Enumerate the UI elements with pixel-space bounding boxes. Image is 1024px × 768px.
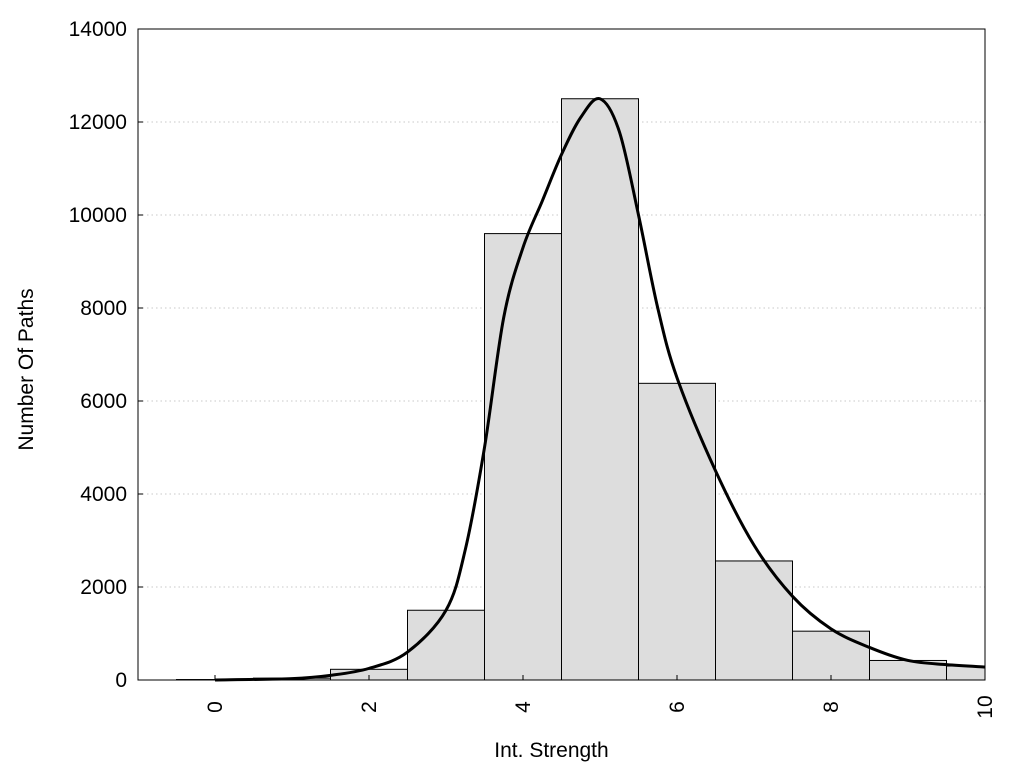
y-tick-label: 10000 [69, 204, 127, 227]
bars [176, 98, 986, 681]
y-tick-label: 12000 [69, 111, 127, 134]
x-tick-label: 10 [974, 695, 997, 718]
histogram-bar [484, 233, 562, 681]
y-tick-label: 6000 [80, 390, 127, 413]
x-tick-label: 6 [666, 701, 689, 713]
y-tick-label: 8000 [80, 297, 127, 320]
curve [214, 97, 986, 682]
density-curve [214, 97, 986, 682]
x-tick-label: 0 [204, 701, 227, 713]
histogram-bar [715, 560, 793, 681]
x-tick-label: 8 [820, 701, 843, 713]
histogram-bar [407, 609, 485, 681]
y-tick-label: 4000 [80, 483, 127, 506]
y-ticks: 0 2000 4000 6000 8000 10000 12000 14000 [69, 18, 143, 692]
y-tick-label: 0 [115, 669, 127, 692]
x-ticks: 0 2 4 6 8 10 [204, 675, 997, 719]
y-axis-label: Number Of Paths [15, 288, 38, 450]
y-tick-label: 14000 [69, 18, 127, 41]
histogram-bar [638, 382, 716, 681]
x-tick-label: 2 [358, 701, 381, 713]
x-axis-label: Int. Strength [494, 739, 608, 762]
histogram-bar [561, 98, 639, 681]
plot-frame [137, 28, 986, 681]
histogram-bar [792, 630, 870, 681]
x-tick-label: 4 [512, 701, 535, 713]
y-tick-label: 2000 [80, 576, 127, 599]
